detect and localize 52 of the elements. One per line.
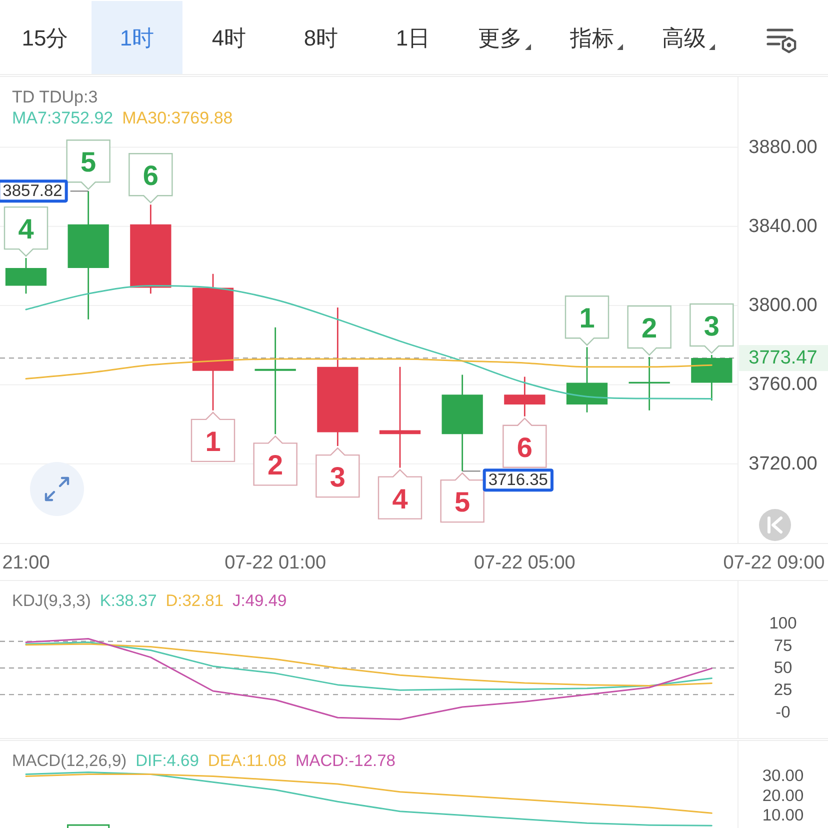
ref-line-label: 3773.47 (748, 348, 818, 369)
td-count-label: 6 (128, 153, 173, 204)
y-tick-label: 50 (774, 658, 792, 677)
annotation: 5 (454, 486, 470, 518)
annotation: 3 (330, 462, 346, 493)
text: MACD(12,26,9) (12, 752, 127, 770)
x-tick-label: 07-22 05:00 (474, 552, 576, 574)
text: 1日 (396, 26, 430, 50)
x-tick-label: 07-22 01:00 (224, 552, 326, 574)
annotation: 5 (80, 146, 96, 178)
y-tick-label: -0 (776, 703, 790, 722)
annotation: 6 (142, 160, 158, 192)
text: DEA:11.08 (208, 752, 286, 770)
legend: MA7:3752.92 MA30:3769.88 (12, 108, 233, 128)
annotation: 3716.35 (488, 471, 548, 490)
y-tick-label: 75 (774, 636, 792, 655)
y-tick-label: 3840.00 (748, 216, 818, 237)
extreme-price-label: 3857.82 (2, 182, 89, 200)
y-tick-label: 20.00 (762, 786, 804, 805)
x-tick-label: 07-22 09:00 (723, 552, 825, 574)
text: 15分 (22, 26, 68, 50)
td-count-label: 2 (627, 305, 672, 356)
y-tick-label: 3800.00 (748, 295, 818, 316)
legend: KDJ(9,3,3) K:38.37 D:32.81 J:49.49 (12, 592, 287, 610)
y-tick-label: 3720.00 (748, 453, 818, 474)
annotation: 2 (268, 450, 284, 481)
y-tick-label: 10.00 (762, 806, 804, 824)
text: 高级 (662, 26, 706, 50)
x-tick-label: 21:00 (2, 552, 50, 574)
y-tick-label: 100 (769, 614, 797, 633)
annotation: 6 (516, 432, 532, 463)
y-tick-label: 3880.00 (748, 136, 818, 158)
annotation: 1 (205, 426, 221, 457)
annotation: 3 (704, 310, 720, 342)
annotation: 2 (642, 312, 658, 344)
text: 4时 (212, 26, 246, 50)
annotation: 4 (392, 483, 408, 514)
text: DIF:4.69 (136, 752, 199, 770)
ref-line-label: 3773.47 (739, 345, 828, 372)
text: 更多 (478, 26, 522, 50)
annotation: 3857.82 (2, 182, 62, 200)
annotation: 1 (579, 302, 595, 334)
y-tick-label: 25 (774, 681, 792, 700)
text: 8时 (304, 26, 338, 50)
td-count-label: 3 (690, 303, 734, 354)
text: MACD:-12.78 (295, 752, 396, 770)
text: 1时 (120, 26, 154, 50)
annotation: TD TDUp:3 (12, 88, 98, 106)
text: 指标 (569, 26, 614, 50)
y-tick-label: 30.00 (762, 767, 804, 786)
y-tick-label: 3760.00 (748, 374, 818, 396)
annotation: 4 (18, 214, 34, 245)
